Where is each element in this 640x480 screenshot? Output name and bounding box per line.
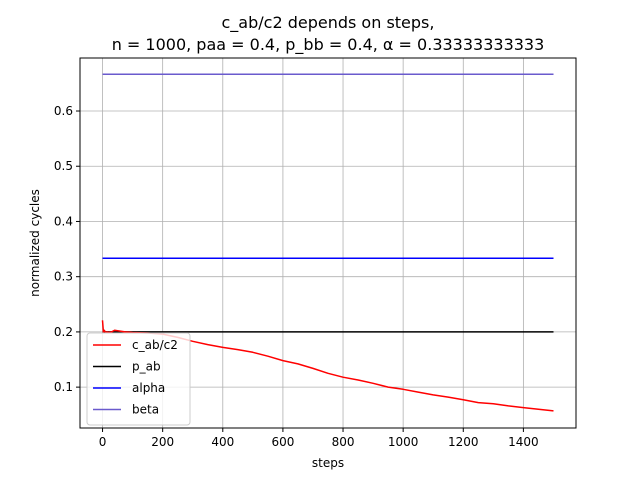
legend-label: c_ab/c2 <box>132 338 178 352</box>
x-tick-label: 1200 <box>448 435 479 449</box>
x-axis-label: steps <box>312 456 344 470</box>
y-tick-label: 0.4 <box>54 214 73 228</box>
y-tick-label: 0.6 <box>54 104 73 118</box>
chart-title-line2: n = 1000, paa = 0.4, p_bb = 0.4, α = 0.3… <box>112 35 545 55</box>
grid <box>80 58 576 428</box>
x-tick-label: 1400 <box>508 435 539 449</box>
y-tick-label: 0.3 <box>54 270 73 284</box>
y-tick-label: 0.2 <box>54 325 73 339</box>
x-tick-label: 600 <box>271 435 294 449</box>
x-tick-label: 400 <box>211 435 234 449</box>
legend-box <box>86 332 191 426</box>
chart-title-line1: c_ab/c2 depends on steps, <box>222 13 435 33</box>
y-tick-label: 0.1 <box>54 380 73 394</box>
y-axis-label: normalized cycles <box>28 189 42 297</box>
y-tick-label: 0.5 <box>54 159 73 173</box>
x-tick-label: 1000 <box>388 435 419 449</box>
series-line-c-ab-c2 <box>101 320 554 412</box>
x-tick-label: 800 <box>332 435 355 449</box>
plot-frame <box>79 57 577 429</box>
x-tick-label: 0 <box>99 435 107 449</box>
axis-ticks: 0 200 400 600 800 1000 1200 1400 0.1 0.2 0.3 0.4 0.5… <box>54 104 539 449</box>
legend-label: p_ab <box>132 360 161 374</box>
x-tick-label: 200 <box>151 435 174 449</box>
legend-label: beta <box>132 403 159 417</box>
legend-label: alpha <box>132 381 165 395</box>
series-lines <box>101 73 554 412</box>
